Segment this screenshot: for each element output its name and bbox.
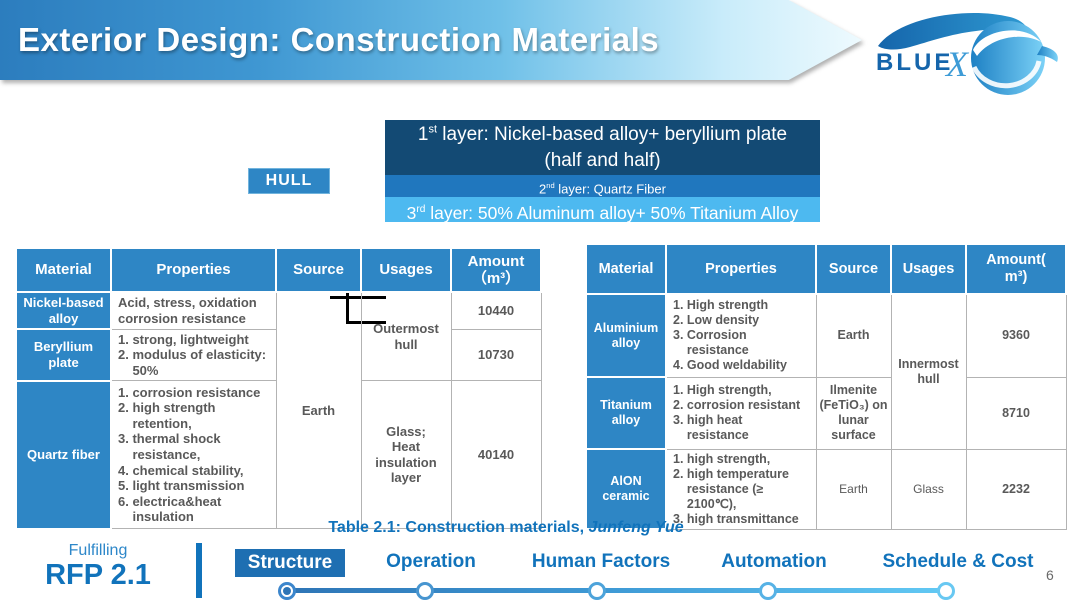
hull-materials-table: Material Properties Source Usages Amount…	[585, 243, 1067, 530]
amount-cell: 9360	[965, 293, 1067, 378]
table-row: Aluminium alloy 1. High strength 2. Low …	[585, 293, 1067, 450]
col-header-amount: Amount （m³）	[450, 247, 542, 293]
source-cell: Ilmenite (FeTiO₃) on lunar surface	[815, 376, 892, 450]
properties-cell: 1. High strength, 2. corrosion resistant…	[665, 376, 817, 450]
table-caption: Table 2.1: Construction materials, Junfe…	[0, 519, 1012, 537]
usages-cell: Outermost hull	[360, 291, 452, 382]
fulfilling-label: Fulfilling	[68, 542, 128, 559]
col-header-usages: Usages	[890, 243, 967, 295]
hull-layer-2: 2nd layer: Quartz Fiber	[385, 175, 820, 197]
table-row: Titanium alloy 1. High strength, 2. corr…	[585, 376, 1067, 450]
properties-cell: 1. high strength, 2. high temperature re…	[665, 448, 817, 530]
nav-tab-structure[interactable]: Structure	[235, 549, 345, 577]
col-header-material: Material	[585, 243, 667, 295]
rfp-label: RFP 2.1	[45, 559, 151, 591]
progress-node-automation[interactable]	[759, 582, 777, 600]
properties-cell: 1. corrosion resistance 2. high strength…	[110, 380, 277, 530]
logo-swoosh	[878, 12, 1030, 50]
col-header-source: Source	[815, 243, 892, 295]
nav-tab-schedule-cost[interactable]: Schedule & Cost	[882, 551, 1034, 572]
page-title: Exterior Design: Construction Materials	[18, 21, 660, 58]
logo-planet-ring	[971, 60, 1042, 89]
logo-planet-fin	[1037, 46, 1058, 62]
col-header-material: Material	[15, 247, 112, 293]
progress-node-operation[interactable]	[416, 582, 434, 600]
properties-cell: Acid, stress, oxidation corrosion resist…	[110, 291, 277, 330]
logo-x-glyph: X	[944, 44, 970, 84]
hull-layer-1-line2: (half and half)	[544, 149, 661, 171]
hull-layer-1: 1st layer: Nickel-based alloy+ beryllium…	[385, 120, 820, 175]
caption-author: Junfeng Yue	[588, 519, 684, 536]
usages-cell: Innermost hull	[890, 293, 967, 450]
properties-cell: 1. High strength 2. Low density 3. Corro…	[665, 293, 817, 378]
progress-line	[287, 588, 946, 593]
header-banner: Exterior Design: Construction Materials	[0, 0, 862, 80]
table-row: Nickel-based alloy Acid, stress, oxidati…	[15, 291, 542, 530]
amount-cell: 2232	[965, 448, 1067, 530]
logo-planet-swirl	[973, 30, 1041, 56]
col-header-amount: Amount( m³)	[965, 243, 1067, 295]
table-row: AlON ceramic 1. high strength, 2. high t…	[585, 448, 1067, 530]
bluex-logo-graphic: BLUE X	[876, 12, 1058, 95]
material-cell: Titanium alloy	[585, 376, 667, 450]
earth-materials-table: Material Properties Source Usages Amount…	[15, 247, 542, 530]
caption-text: Table 2.1: Construction materials,	[328, 519, 589, 536]
header-banner-shape: Exterior Design: Construction Materials	[0, 0, 862, 80]
amount-cell: 8710	[965, 376, 1067, 450]
nav-tab-human-factors[interactable]: Human Factors	[531, 551, 671, 572]
source-cell: Earth	[275, 291, 362, 530]
properties-cell: 1. strong, lightweight 2. modulus of ela…	[110, 328, 277, 382]
page-number: 6	[1046, 567, 1054, 583]
logo-brand-text: BLUE	[876, 49, 953, 76]
table-row: Beryllium plate 1. strong, lightweight 2…	[15, 328, 542, 382]
hull-diagram: HULL 1st layer: Nickel-based alloy+ bery…	[0, 118, 1080, 324]
progress-node-structure[interactable]	[278, 582, 296, 600]
table-header-row: Material Properties Source Usages Amount…	[585, 243, 1067, 295]
table-row: Quartz fiber 1. corrosion resistance 2. …	[15, 379, 542, 530]
material-cell: AlON ceramic	[585, 448, 667, 530]
progress-node-dot	[283, 587, 291, 595]
footer-divider	[196, 543, 202, 598]
amount-cell: 10440	[450, 291, 542, 330]
amount-cell: 40140	[450, 380, 542, 530]
material-cell: Quartz fiber	[15, 379, 112, 530]
col-header-properties: Properties	[110, 247, 277, 293]
nav-tab-automation[interactable]: Automation	[721, 551, 827, 572]
nav-tab-operation[interactable]: Operation	[386, 551, 476, 572]
amount-cell: 10730	[450, 328, 542, 382]
usages-cell: Glass; Heat insulation layer	[360, 380, 452, 530]
material-cell: Aluminium alloy	[585, 293, 667, 378]
usages-cell: Glass	[890, 448, 967, 530]
progress-node-human-factors[interactable]	[588, 582, 606, 600]
col-header-usages: Usages	[360, 247, 452, 293]
col-header-properties: Properties	[665, 243, 817, 295]
source-cell: Earth	[815, 293, 892, 378]
material-cell: Nickel-based alloy	[15, 291, 112, 330]
table-header-row: Material Properties Source Usages Amount…	[15, 247, 542, 293]
material-cell: Beryllium plate	[15, 328, 112, 382]
source-cell: Earth	[815, 448, 892, 530]
col-header-source: Source	[275, 247, 362, 293]
progress-node-schedule-cost[interactable]	[937, 582, 955, 600]
hull-layer-1-line1: 1st layer: Nickel-based alloy+ beryllium…	[417, 123, 788, 145]
hull-layer-3: 3rd layer: 50% Aluminum alloy+ 50% Titan…	[385, 197, 820, 223]
bluex-logo: BLUE X	[872, 4, 1072, 96]
hull-label: HULL	[248, 168, 330, 194]
